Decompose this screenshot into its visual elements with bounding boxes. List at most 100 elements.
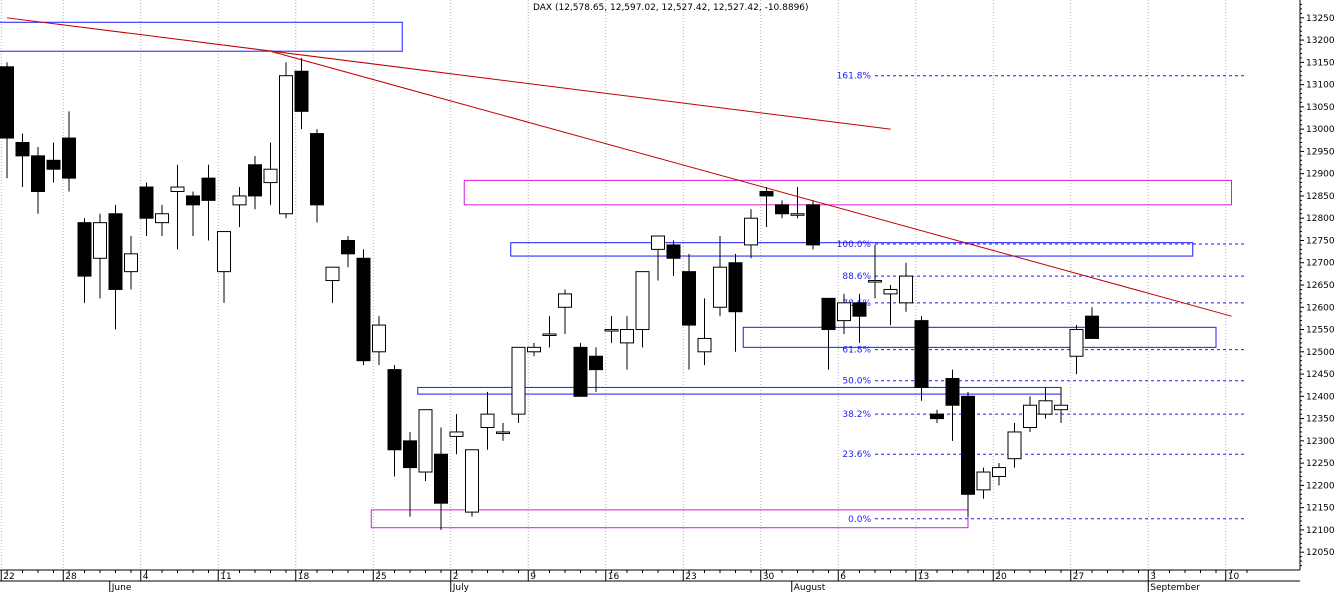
- y-tick-label: 13050: [1306, 103, 1335, 113]
- candle-up: [263, 168, 278, 184]
- candle-up: [899, 275, 913, 304]
- x-day-label: 20: [995, 572, 1007, 582]
- x-day-label: 16: [608, 572, 620, 582]
- candle-down: [666, 244, 681, 259]
- x-day-label: 2: [453, 572, 459, 582]
- x-day-label: 3: [1150, 572, 1156, 582]
- y-tick-label: 13150: [1306, 58, 1335, 68]
- candle-up: [93, 222, 107, 259]
- candle-down: [1085, 315, 1099, 339]
- y-tick-label: 12800: [1306, 214, 1335, 224]
- candles: [0, 57, 1099, 530]
- candle-up: [527, 346, 541, 353]
- y-tick-label: 12150: [1306, 504, 1335, 514]
- x-day-label: 13: [918, 572, 929, 582]
- trendline: [270, 50, 1232, 317]
- candle-down: [759, 190, 774, 197]
- x-day-label: 22: [3, 572, 14, 582]
- y-tick-label: 12200: [1306, 481, 1335, 491]
- zone-rectangle: [463, 179, 1232, 206]
- candle-up: [279, 75, 293, 215]
- y-tick-label: 12900: [1306, 170, 1335, 180]
- y-tick-label: 12600: [1306, 303, 1335, 313]
- fib-level-label: 0.0%: [848, 515, 871, 525]
- trendline: [6, 17, 891, 130]
- x-day-label: 27: [1073, 572, 1084, 582]
- candle-down: [682, 271, 696, 326]
- x-day-label: 28: [65, 572, 77, 582]
- fib-level-label: 23.6%: [842, 450, 871, 460]
- candle-up: [558, 293, 572, 308]
- candle-up: [976, 471, 991, 491]
- candle-down: [387, 369, 402, 451]
- y-tick-label: 13000: [1306, 125, 1335, 135]
- fibonacci-levels: 161.8%100.0%88.6%78.6%61.8%50.0%38.2%23.…: [837, 72, 1247, 525]
- y-tick-label: 12050: [1306, 548, 1335, 558]
- y-tick-label: 12250: [1306, 459, 1335, 469]
- candle-up: [496, 431, 510, 434]
- candle-up: [1038, 400, 1053, 415]
- x-month-label: August: [794, 583, 826, 592]
- x-day-label: 6: [840, 572, 846, 582]
- candle-down: [77, 222, 92, 277]
- candle-down: [139, 186, 154, 219]
- candle-down: [356, 257, 371, 362]
- y-tick-label: 13200: [1306, 36, 1335, 46]
- candle-up: [372, 324, 386, 353]
- x-day-label: 30: [763, 572, 775, 582]
- y-tick-label: 12550: [1306, 326, 1335, 336]
- candle-down: [961, 395, 975, 495]
- candle-down: [0, 66, 14, 139]
- candle-up: [418, 409, 433, 473]
- candle-up: [604, 329, 619, 332]
- zone-rectangles: [0, 21, 1232, 529]
- candle-up: [542, 333, 557, 336]
- candle-up: [620, 329, 634, 344]
- y-tick-label: 12750: [1306, 236, 1335, 246]
- candle-down: [945, 378, 960, 406]
- candle-down: [108, 213, 123, 290]
- trendlines: [6, 17, 1232, 317]
- candle-up: [992, 467, 1006, 477]
- y-tick-label: 13100: [1306, 81, 1335, 91]
- candle-up: [883, 288, 898, 295]
- candle-up: [713, 266, 727, 308]
- x-month-label: July: [452, 583, 470, 592]
- fib-level-label: 38.2%: [842, 410, 871, 420]
- candle-down: [341, 239, 355, 255]
- candle-down: [403, 440, 417, 469]
- candle-down: [186, 195, 200, 206]
- candle-down: [914, 320, 929, 388]
- candle-up: [868, 280, 882, 283]
- zone-rectangle: [0, 21, 403, 52]
- fib-level-label: 88.6%: [842, 272, 871, 282]
- y-tick-label: 13250: [1306, 14, 1335, 24]
- fib-level-label: 100.0%: [837, 240, 872, 250]
- x-month-label: June: [111, 583, 132, 592]
- y-tick-label: 12650: [1306, 281, 1335, 291]
- candle-down: [852, 302, 867, 317]
- candle-down: [248, 164, 262, 197]
- candle-down: [589, 355, 603, 371]
- candle-up: [449, 431, 464, 437]
- x-day-label: 4: [143, 572, 149, 582]
- candle-up: [480, 413, 495, 428]
- candle-up: [325, 266, 340, 282]
- candle-down: [573, 346, 588, 397]
- fib-level-label: 161.8%: [837, 72, 872, 82]
- chart-title: DAX (12,578.65, 12,597.02, 12,527.42, 12…: [533, 3, 809, 13]
- candle-up: [155, 213, 169, 224]
- candle-up: [465, 449, 479, 513]
- candle-down: [806, 204, 820, 246]
- zone-rectangle: [370, 509, 969, 529]
- candle-down: [62, 137, 76, 179]
- y-tick-label: 12850: [1306, 192, 1335, 202]
- candle-up: [232, 195, 247, 206]
- candle-down: [775, 204, 789, 215]
- candle-up: [744, 217, 758, 246]
- candle-down: [31, 155, 45, 192]
- candle-up: [1023, 404, 1037, 428]
- y-tick-label: 12400: [1306, 392, 1335, 402]
